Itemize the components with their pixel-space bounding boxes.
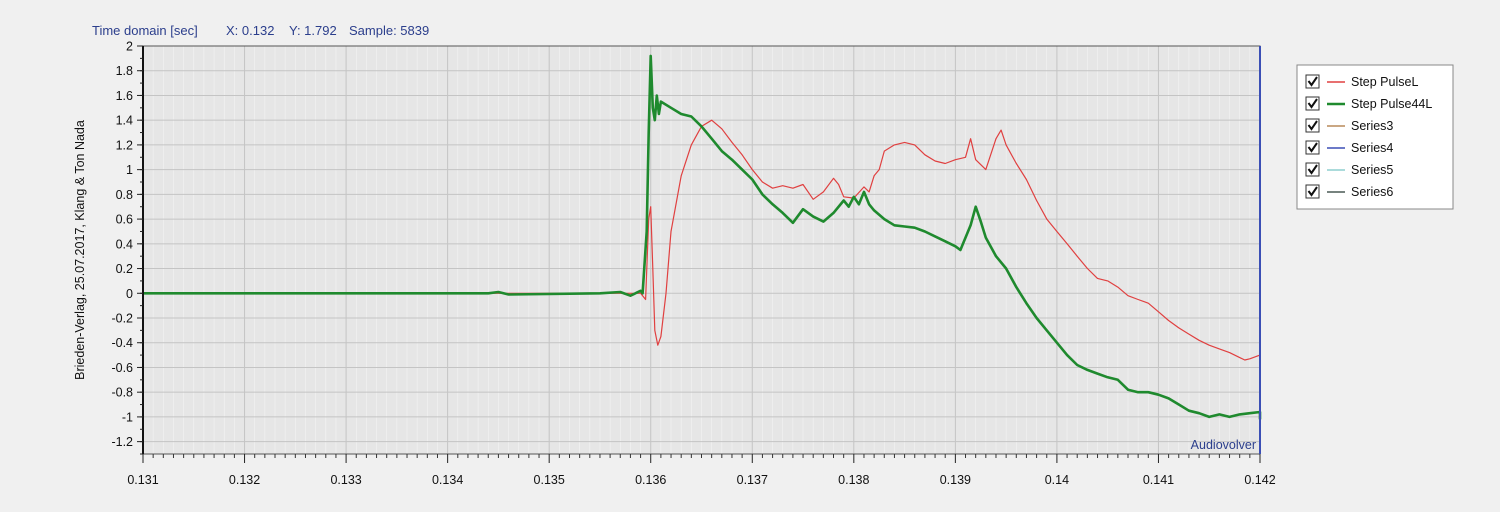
- legend-items: Step PulseL Step Pulse44L Series3 Series4 Se…: [1305, 74, 1432, 199]
- y-tick-label: 0.4: [116, 237, 133, 251]
- check-icon: [1307, 164, 1318, 175]
- watermark: Audiovolver: [1191, 438, 1256, 452]
- y-tick-label: 2: [126, 40, 133, 54]
- y-tick-label: -0.6: [111, 361, 133, 375]
- x-tick-label: 0.139: [940, 473, 971, 487]
- x-tick-label: 0.133: [330, 473, 361, 487]
- x-axis: 0.131 0.132 0.133 0.134 0.135 0.136 0.137 0.138…: [127, 454, 1276, 487]
- y-tick-label: -1.2: [111, 435, 133, 449]
- x-tick-label: 0.134: [432, 473, 463, 487]
- y-tick-label: -0.4: [111, 336, 133, 350]
- y-tick-label: 1.4: [116, 114, 133, 128]
- y-tick-label: 0.6: [116, 213, 133, 227]
- y-tick-label: 1.8: [116, 64, 133, 78]
- series-layer: [143, 54, 1262, 420]
- legend-label: Step PulseL: [1351, 75, 1418, 89]
- legend-item-0[interactable]: Step PulseL: [1305, 74, 1418, 89]
- x-tick-label: 0.142: [1244, 473, 1275, 487]
- legend-item-5[interactable]: Series6: [1305, 184, 1393, 199]
- y-tick-label: -0.8: [111, 386, 133, 400]
- legend-item-4[interactable]: Series5: [1305, 162, 1393, 177]
- y-tick-label: -1: [122, 410, 133, 424]
- y-tick-label: 0: [126, 287, 133, 301]
- x-tick-label: 0.132: [229, 473, 260, 487]
- y-axis-label: Brieden-Verlag, 25.07.2017, Klang & Ton …: [73, 120, 87, 380]
- y-tick-label: 0.2: [116, 262, 133, 276]
- check-icon: [1307, 120, 1318, 131]
- legend-item-1[interactable]: Step Pulse44L: [1305, 96, 1432, 111]
- check-icon: [1307, 98, 1318, 109]
- check-icon: [1307, 142, 1318, 153]
- legend: [1296, 64, 1454, 210]
- check-icon: [1307, 76, 1318, 87]
- legend-label: Series4: [1351, 141, 1393, 155]
- x-tick-label: 0.135: [534, 473, 565, 487]
- x-tick-label: 0.141: [1143, 473, 1174, 487]
- sample-readout: Sample: 5839: [349, 23, 429, 38]
- grid: [142, 45, 1261, 454]
- check-icon: [1307, 186, 1318, 197]
- y-readout: Y: 1.792: [289, 23, 337, 38]
- x-tick-label: 0.136: [635, 473, 666, 487]
- y-tick-label: 1.2: [116, 138, 133, 152]
- header-title: Time domain [sec]: [92, 23, 198, 38]
- legend-label: Series5: [1351, 163, 1393, 177]
- legend-item-3[interactable]: Series4: [1305, 140, 1393, 155]
- legend-item-2[interactable]: Series3: [1305, 118, 1393, 133]
- x-readout: X: 0.132: [226, 23, 274, 38]
- y-tick-label: 1.6: [116, 89, 133, 103]
- x-tick-label: 0.137: [737, 473, 768, 487]
- y-tick-label: -0.2: [111, 312, 133, 326]
- series-line-1: [143, 54, 1262, 420]
- x-tick-label: 0.138: [838, 473, 869, 487]
- y-tick-label: 0.8: [116, 188, 133, 202]
- legend-label: Series6: [1351, 185, 1393, 199]
- legend-label: Step Pulse44L: [1351, 97, 1432, 111]
- x-tick-label: 0.14: [1045, 473, 1069, 487]
- y-tick-label: 1: [126, 163, 133, 177]
- y-axis: 2 1.8 1.6 1.4 1.2 1 0.8 0.6 0.4 0.2 0 -0.2 -0.4 -0.6 -…: [111, 40, 143, 455]
- x-tick-label: 0.131: [127, 473, 158, 487]
- legend-label: Series3: [1351, 119, 1393, 133]
